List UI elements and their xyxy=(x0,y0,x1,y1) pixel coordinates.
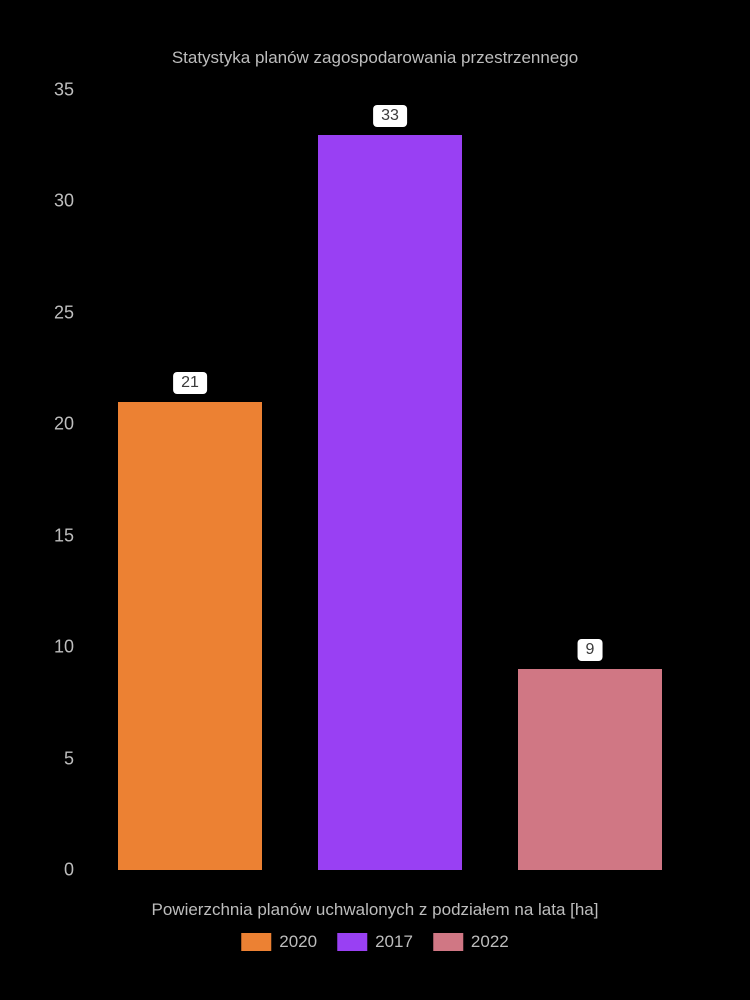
y-tick-label: 20 xyxy=(54,414,74,435)
legend-item: 2022 xyxy=(433,932,509,952)
legend-label: 2017 xyxy=(375,932,413,952)
legend-label: 2020 xyxy=(279,932,317,952)
x-axis-label: Powierzchnia planów uchwalonych z podzia… xyxy=(152,900,599,920)
y-tick-label: 30 xyxy=(54,191,74,212)
bar-value-label: 33 xyxy=(373,105,407,127)
bar-value-label: 9 xyxy=(578,639,603,661)
legend-swatch xyxy=(433,933,463,951)
chart-container: Statystyka planów zagospodarowania przes… xyxy=(0,0,750,1000)
y-tick-label: 5 xyxy=(64,748,74,769)
y-tick-label: 35 xyxy=(54,80,74,101)
bar: 9 xyxy=(518,669,662,870)
bar-value-label: 21 xyxy=(173,372,207,394)
y-tick-label: 0 xyxy=(64,860,74,881)
plot-area: 21339 xyxy=(90,90,690,870)
y-tick-label: 25 xyxy=(54,302,74,323)
bar: 21 xyxy=(118,402,262,870)
legend-swatch xyxy=(337,933,367,951)
y-tick-label: 10 xyxy=(54,637,74,658)
legend-label: 2022 xyxy=(471,932,509,952)
legend-item: 2020 xyxy=(241,932,317,952)
legend-item: 2017 xyxy=(337,932,413,952)
y-tick-label: 15 xyxy=(54,525,74,546)
chart-title: Statystyka planów zagospodarowania przes… xyxy=(172,48,578,68)
legend-swatch xyxy=(241,933,271,951)
bar: 33 xyxy=(318,135,462,870)
legend: 2020 2017 2022 xyxy=(241,932,508,952)
